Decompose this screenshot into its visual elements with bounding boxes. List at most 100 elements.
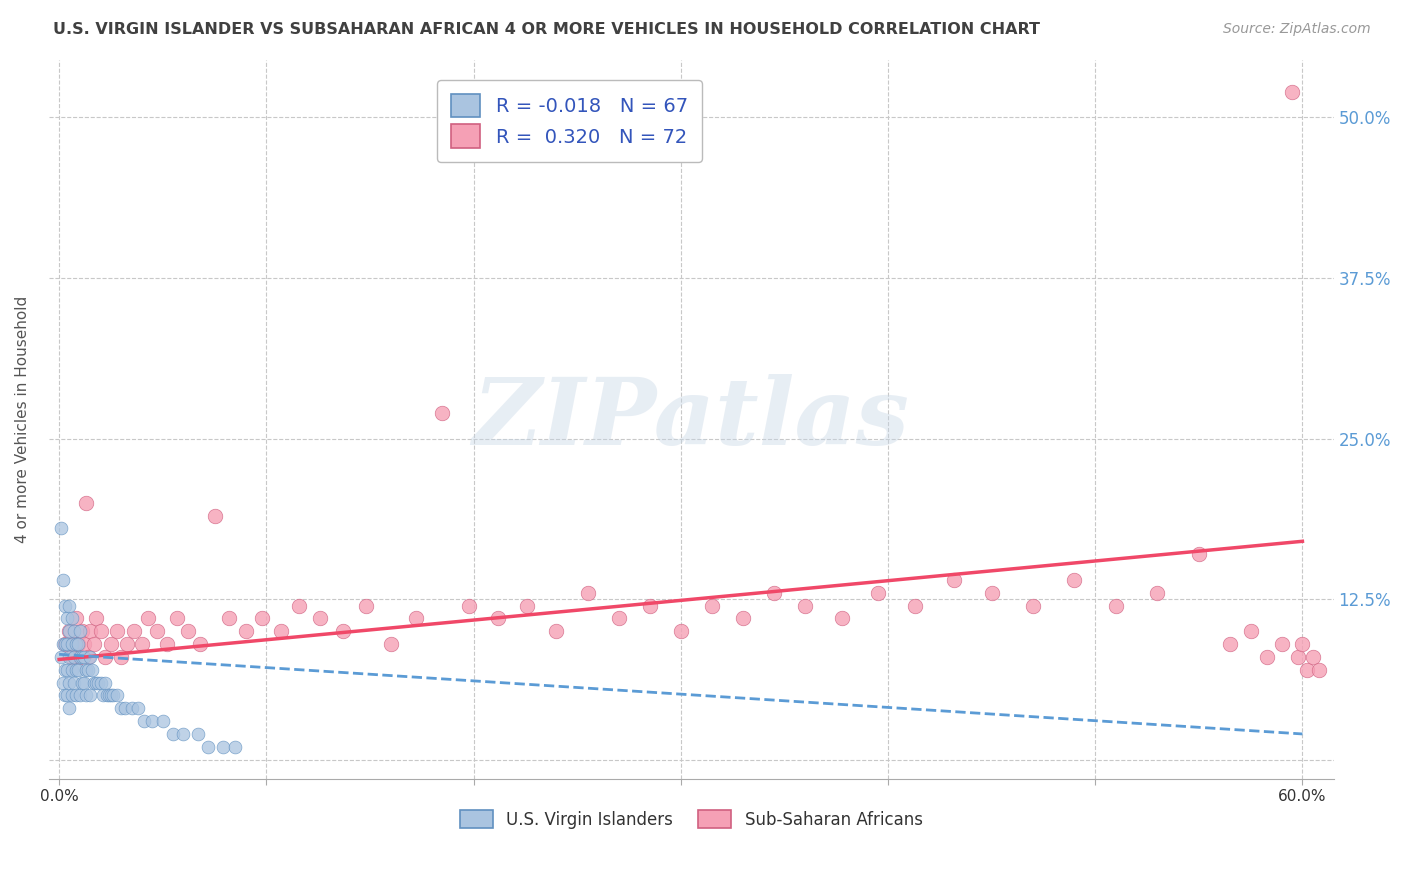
Point	[1256, 649, 1278, 664]
Point	[486, 611, 509, 625]
Point	[1271, 637, 1294, 651]
Point	[53, 599, 76, 613]
Point	[162, 727, 184, 741]
Point	[1188, 547, 1211, 561]
Point	[607, 611, 630, 625]
Point	[86, 675, 108, 690]
Point	[731, 611, 754, 625]
Text: ZIPatlas: ZIPatlas	[472, 375, 910, 464]
Point	[52, 637, 75, 651]
Point	[1022, 599, 1045, 613]
Point	[97, 689, 120, 703]
Text: U.S. VIRGIN ISLANDER VS SUBSAHARAN AFRICAN 4 OR MORE VEHICLES IN HOUSEHOLD CORRE: U.S. VIRGIN ISLANDER VS SUBSAHARAN AFRIC…	[53, 22, 1040, 37]
Point	[122, 624, 145, 639]
Point	[66, 637, 89, 651]
Legend: U.S. Virgin Islanders, Sub-Saharan Africans: U.S. Virgin Islanders, Sub-Saharan Afric…	[453, 804, 929, 835]
Point	[83, 675, 105, 690]
Point	[943, 573, 966, 587]
Point	[669, 624, 692, 639]
Y-axis label: 4 or more Vehicles in Household: 4 or more Vehicles in Household	[15, 295, 30, 543]
Point	[77, 663, 100, 677]
Point	[90, 624, 112, 639]
Point	[156, 637, 179, 651]
Point	[204, 508, 226, 523]
Point	[79, 689, 101, 703]
Point	[86, 611, 108, 625]
Point	[1308, 663, 1330, 677]
Point	[176, 624, 198, 639]
Point	[904, 599, 927, 613]
Point	[96, 689, 118, 703]
Point	[127, 701, 149, 715]
Point	[288, 599, 311, 613]
Point	[270, 624, 292, 639]
Point	[866, 585, 889, 599]
Point	[53, 637, 76, 651]
Point	[66, 663, 89, 677]
Point	[77, 649, 100, 664]
Point	[56, 663, 79, 677]
Point	[70, 649, 93, 664]
Point	[66, 637, 89, 651]
Point	[100, 637, 122, 651]
Point	[58, 599, 80, 613]
Point	[700, 599, 723, 613]
Point	[235, 624, 257, 639]
Point	[58, 701, 80, 715]
Point	[83, 637, 105, 651]
Point	[152, 714, 174, 728]
Point	[73, 637, 96, 651]
Point	[980, 585, 1002, 599]
Point	[60, 649, 83, 664]
Point	[101, 689, 124, 703]
Point	[546, 624, 568, 639]
Point	[1281, 85, 1303, 99]
Point	[1295, 663, 1317, 677]
Point	[58, 649, 80, 664]
Point	[432, 406, 454, 420]
Point	[70, 675, 93, 690]
Point	[110, 649, 132, 664]
Point	[91, 689, 114, 703]
Point	[114, 701, 136, 715]
Point	[224, 739, 246, 754]
Point	[794, 599, 817, 613]
Point	[75, 663, 97, 677]
Point	[141, 714, 163, 728]
Point	[250, 611, 273, 625]
Point	[93, 675, 115, 690]
Point	[93, 649, 115, 664]
Point	[1291, 637, 1313, 651]
Point	[58, 624, 80, 639]
Point	[51, 521, 73, 535]
Point	[87, 675, 110, 690]
Point	[1063, 573, 1085, 587]
Point	[309, 611, 332, 625]
Point	[332, 624, 354, 639]
Point	[1219, 637, 1241, 651]
Point	[56, 637, 79, 651]
Point	[73, 675, 96, 690]
Point	[69, 649, 91, 664]
Point	[58, 624, 80, 639]
Point	[1239, 624, 1261, 639]
Point	[172, 727, 194, 741]
Point	[75, 689, 97, 703]
Point	[380, 637, 402, 651]
Point	[110, 701, 132, 715]
Point	[62, 637, 84, 651]
Point	[121, 701, 143, 715]
Point	[60, 663, 83, 677]
Point	[60, 689, 83, 703]
Point	[105, 624, 128, 639]
Point	[1146, 585, 1168, 599]
Point	[58, 675, 80, 690]
Point	[638, 599, 661, 613]
Point	[1105, 599, 1128, 613]
Point	[187, 727, 209, 741]
Point	[132, 714, 155, 728]
Point	[1286, 649, 1309, 664]
Point	[82, 663, 104, 677]
Point	[69, 649, 91, 664]
Point	[60, 637, 83, 651]
